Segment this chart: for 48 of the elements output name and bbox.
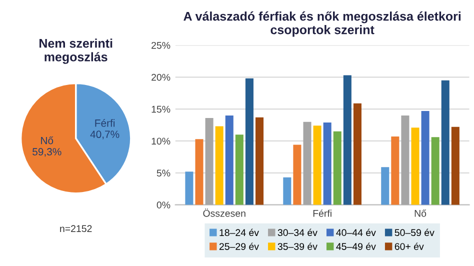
y-tick-label: 5%: [156, 170, 170, 177]
legend-label: 18–24 év: [220, 228, 259, 236]
bar: [323, 122, 332, 205]
bar: [225, 115, 234, 205]
bar: [215, 126, 224, 205]
slice-label: Férfi: [95, 119, 115, 127]
bar: [431, 137, 440, 205]
data-label: 59,3%: [32, 148, 62, 157]
bar: [283, 177, 292, 205]
bar: [313, 126, 322, 205]
legend-label: 60+ év: [394, 242, 424, 250]
legend-label: 50–59 év: [394, 228, 434, 236]
y-tick-label: 0%: [156, 202, 170, 208]
bar: [293, 144, 302, 205]
bar: [245, 78, 254, 205]
x-tick-label: Összesen: [203, 208, 246, 217]
bar: [235, 134, 244, 205]
legend-label: 40–44 év: [336, 228, 376, 236]
bar: [411, 128, 420, 205]
data-label: 40,7%: [90, 130, 120, 140]
bar: [333, 131, 342, 205]
legend-label: 35–39 év: [278, 242, 318, 250]
y-tick-label: 20%: [152, 74, 170, 81]
y-tick-label: 10%: [152, 138, 170, 145]
chart-title: Nem szerinti megoszlás: [40, 38, 112, 64]
y-tick-label: 15%: [152, 106, 170, 113]
bar: [185, 172, 194, 205]
bar: [381, 167, 390, 205]
legend-label: 25–29 év: [219, 242, 259, 250]
bar: [205, 118, 214, 205]
bar: [343, 75, 352, 205]
y-tick-label: 25%: [152, 42, 170, 49]
bar: [195, 139, 204, 205]
text: n=2152: [60, 225, 92, 232]
bar: [353, 103, 362, 205]
bar: [441, 80, 450, 205]
bar: [255, 117, 264, 205]
legend-label: 30–34 év: [278, 228, 318, 236]
legend-label: 45–49 év: [336, 242, 376, 250]
bar: [451, 126, 460, 205]
x-tick-label: Nő: [414, 210, 426, 217]
bar: [421, 110, 430, 205]
slice-label: Nő: [41, 136, 54, 144]
x-tick-label: Férfi: [313, 210, 332, 217]
bar: [303, 122, 312, 205]
bar: [391, 136, 400, 205]
bar: [401, 115, 410, 205]
chart-title: A válaszadó férfiak és nők megoszlása életkori csoportok szerint: [184, 11, 461, 37]
